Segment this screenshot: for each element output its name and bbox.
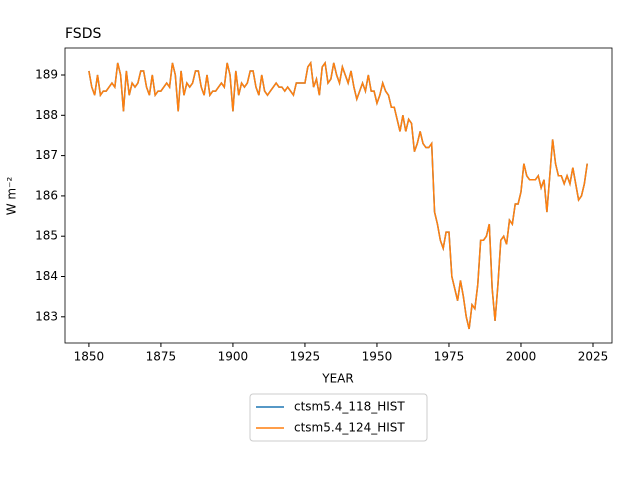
x-tick-label: 1950 [362,350,393,364]
x-tick-label: 2025 [578,350,609,364]
line [88,60,588,330]
x-tick-label: 1850 [74,350,105,364]
x-tick-label: 1975 [434,350,465,364]
y-tick-label: 183 [35,309,58,323]
y-tick-label: 184 [35,269,58,283]
y-tick-label: 186 [35,188,58,202]
x-tick-label: 2000 [506,350,537,364]
y-axis-label: W m⁻² [5,177,19,216]
y-tick-label: 188 [35,108,58,122]
legend-box [249,393,428,442]
legend-label: ctsm5.4_124_HIST [294,421,405,435]
line [88,60,588,330]
plot-frame [64,47,613,344]
x-tick-label: 1900 [218,350,249,364]
y-tick-label: 189 [35,68,58,82]
y-tick-label: 187 [35,148,58,162]
x-axis-label: YEAR [321,372,353,386]
x-tick-label: 1925 [290,350,321,364]
x-tick-label: 1875 [146,350,177,364]
chart-title: FSDS [65,26,101,42]
y-tick-label: 185 [35,229,58,243]
legend-label: ctsm5.4_118_HIST [294,400,405,414]
